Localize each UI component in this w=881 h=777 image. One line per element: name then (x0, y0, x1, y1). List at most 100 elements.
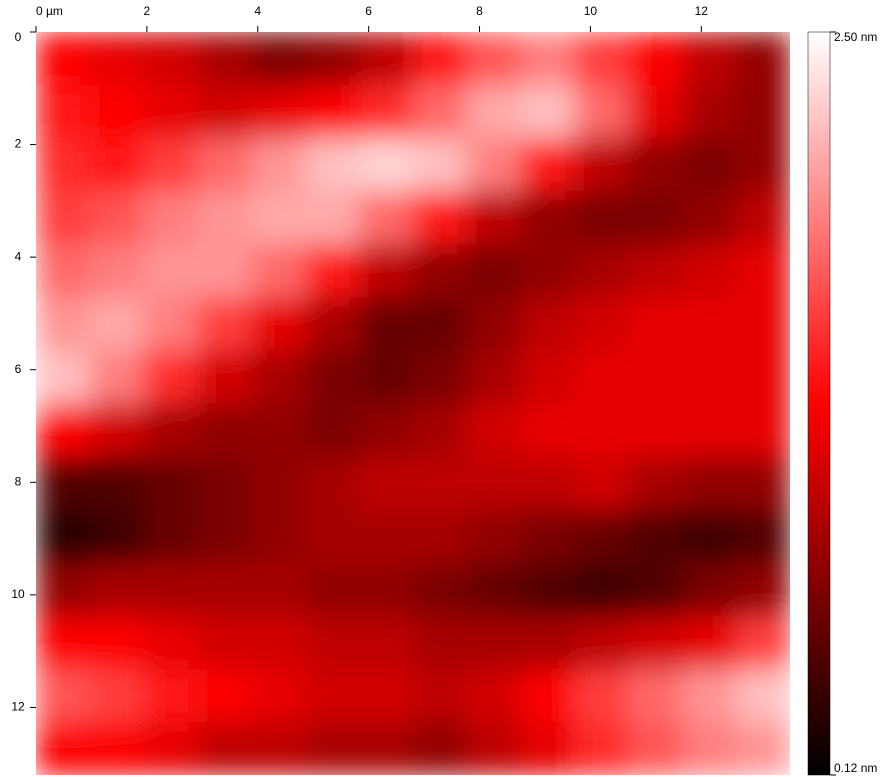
height-cell (628, 722, 682, 776)
y-tick-label: 8 (15, 474, 22, 488)
height-cell (628, 85, 682, 139)
height-cell (251, 722, 305, 776)
height-cell (90, 722, 144, 776)
height-cell (521, 616, 575, 670)
height-cell (305, 138, 359, 192)
height-cell (413, 138, 467, 192)
x-tick-label: 12 (695, 4, 709, 18)
height-cell (682, 404, 736, 458)
height-cell (36, 510, 90, 564)
height-cell (359, 350, 413, 404)
height-cell (736, 350, 790, 404)
height-cell (36, 32, 90, 86)
height-cell (521, 722, 575, 776)
x-tick-label: 2 (144, 4, 151, 18)
height-cell (467, 722, 521, 776)
height-cell (359, 244, 413, 298)
height-cell (736, 85, 790, 139)
height-cell (359, 669, 413, 723)
x-tick-label: 8 (476, 4, 483, 18)
height-cell (90, 297, 144, 351)
height-cell (359, 191, 413, 245)
height-cell (90, 563, 144, 617)
height-cell (628, 191, 682, 245)
height-cell (736, 404, 790, 458)
height-cell (628, 297, 682, 351)
height-cell (305, 350, 359, 404)
height-cell (736, 510, 790, 564)
height-cell (413, 563, 467, 617)
height-cell (736, 722, 790, 776)
height-cell (144, 616, 198, 670)
y-tick-label: 2 (15, 137, 22, 151)
y-tick-label: 0 (15, 30, 22, 44)
height-cell (628, 457, 682, 511)
height-cell (521, 32, 575, 86)
height-cell (682, 244, 736, 298)
height-cell (198, 510, 252, 564)
height-cell (251, 510, 305, 564)
y-tick-label: 4 (15, 249, 22, 263)
height-cell (36, 616, 90, 670)
height-cell (682, 510, 736, 564)
height-cell (144, 404, 198, 458)
height-cell (90, 669, 144, 723)
height-cell (144, 669, 198, 723)
height-cell (575, 404, 629, 458)
height-cell (144, 32, 198, 86)
height-cell (413, 297, 467, 351)
height-cell (467, 138, 521, 192)
height-cell (90, 244, 144, 298)
height-cell (413, 244, 467, 298)
height-cell (467, 350, 521, 404)
height-cell (521, 350, 575, 404)
height-cell (305, 191, 359, 245)
height-cell (305, 297, 359, 351)
height-cell (628, 138, 682, 192)
height-cell (198, 138, 252, 192)
height-cell (682, 616, 736, 670)
height-cell (198, 669, 252, 723)
height-cell (575, 32, 629, 86)
height-cell (90, 404, 144, 458)
height-cell (736, 563, 790, 617)
height-cell (251, 350, 305, 404)
height-cell (90, 457, 144, 511)
height-cell (521, 244, 575, 298)
height-cell (251, 563, 305, 617)
height-cell (575, 457, 629, 511)
height-cell (305, 722, 359, 776)
height-cell (305, 669, 359, 723)
height-cell (36, 297, 90, 351)
height-cell (198, 350, 252, 404)
x-tick-label: 6 (365, 4, 372, 18)
height-cell (90, 510, 144, 564)
height-cell (144, 563, 198, 617)
height-cell (575, 297, 629, 351)
height-cell (305, 32, 359, 86)
height-cell (413, 85, 467, 139)
height-cell (467, 404, 521, 458)
height-cell (251, 138, 305, 192)
height-cell (682, 669, 736, 723)
height-cell (251, 616, 305, 670)
height-cell (628, 669, 682, 723)
height-cell (359, 404, 413, 458)
height-cell (359, 85, 413, 139)
height-cell (467, 297, 521, 351)
height-cell (575, 138, 629, 192)
height-cell (198, 404, 252, 458)
height-cell (251, 244, 305, 298)
height-cell (682, 191, 736, 245)
height-cell (736, 616, 790, 670)
height-cell (36, 191, 90, 245)
height-cell (413, 350, 467, 404)
height-cell (521, 457, 575, 511)
colorbar-label: 0.12 nm (834, 761, 877, 775)
height-cell (198, 457, 252, 511)
height-cell (521, 191, 575, 245)
height-cell (251, 85, 305, 139)
height-cell (413, 32, 467, 86)
height-cell (736, 244, 790, 298)
height-cell (413, 616, 467, 670)
